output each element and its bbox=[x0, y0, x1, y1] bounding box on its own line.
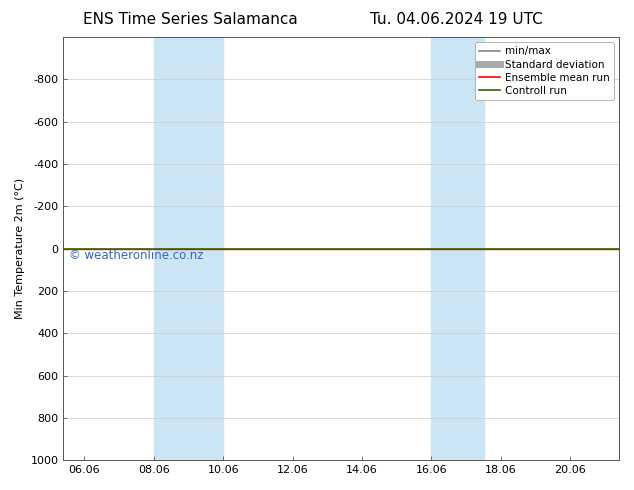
Text: Tu. 04.06.2024 19 UTC: Tu. 04.06.2024 19 UTC bbox=[370, 12, 543, 27]
Y-axis label: Min Temperature 2m (°C): Min Temperature 2m (°C) bbox=[15, 178, 25, 319]
Bar bbox=[432, 37, 484, 460]
Text: ENS Time Series Salamanca: ENS Time Series Salamanca bbox=[83, 12, 297, 27]
Text: © weatheronline.co.nz: © weatheronline.co.nz bbox=[69, 248, 204, 262]
Legend: min/max, Standard deviation, Ensemble mean run, Controll run: min/max, Standard deviation, Ensemble me… bbox=[475, 42, 614, 100]
Bar bbox=[153, 37, 223, 460]
